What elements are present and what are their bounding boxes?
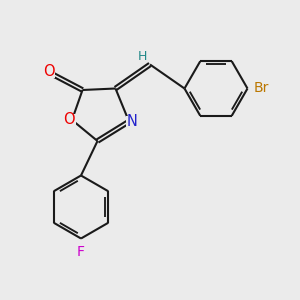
- Text: F: F: [77, 245, 85, 259]
- Text: Br: Br: [254, 82, 269, 95]
- Bar: [62, 114, 76, 126]
- Text: N: N: [127, 114, 137, 129]
- Bar: [126, 116, 138, 127]
- Bar: [42, 66, 55, 78]
- Text: H: H: [138, 50, 147, 63]
- Text: O: O: [43, 64, 54, 80]
- Text: O: O: [63, 112, 75, 128]
